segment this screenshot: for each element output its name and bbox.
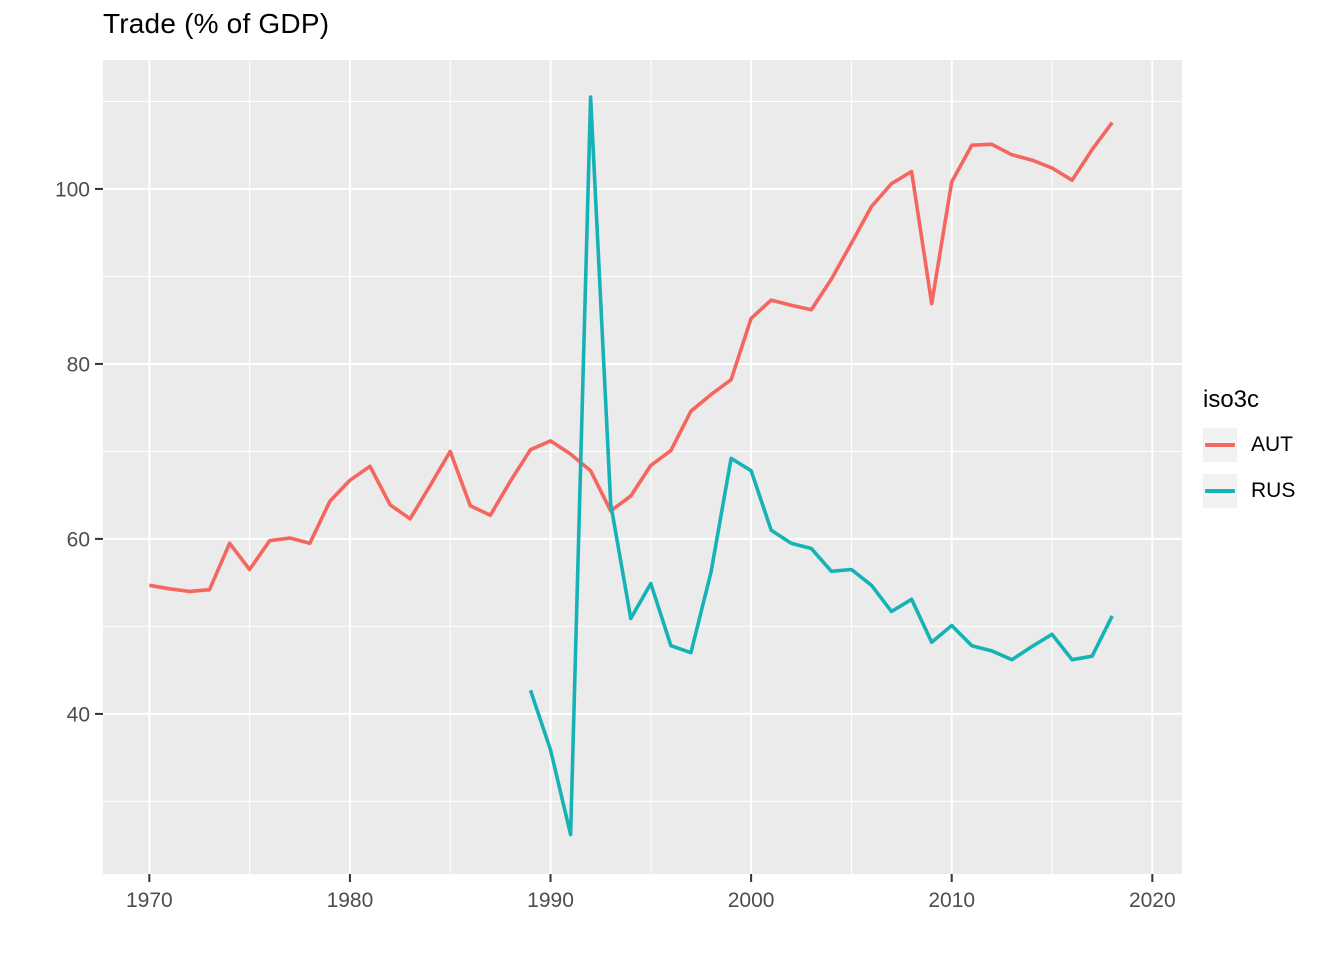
series-line-aut bbox=[148, 121, 1114, 594]
x-axis-tick-label: 1990 bbox=[527, 889, 574, 912]
legend-line-swatch bbox=[1205, 443, 1235, 447]
legend-line-swatch bbox=[1205, 489, 1235, 493]
legend-label-aut: AUT bbox=[1251, 433, 1293, 456]
legend-key-rus bbox=[1203, 474, 1237, 508]
x-axis-tick-label: 1970 bbox=[126, 889, 173, 912]
chart-title: Trade (% of GDP) bbox=[103, 8, 330, 39]
legend-title: iso3c bbox=[1203, 386, 1260, 413]
y-axis-tick-label: 60 bbox=[67, 528, 90, 551]
legend-item-rus: RUS bbox=[1203, 474, 1295, 508]
series-line-rus bbox=[528, 95, 1114, 837]
y-axis-tick-label: 40 bbox=[67, 703, 90, 726]
legend-items: AUT RUS bbox=[1203, 428, 1295, 508]
legend-item-aut: AUT bbox=[1203, 428, 1295, 462]
y-axis-tick-label: 80 bbox=[67, 353, 90, 376]
plot-panel bbox=[103, 60, 1182, 874]
legend-key-aut bbox=[1203, 428, 1237, 462]
x-axis-tick-label: 2010 bbox=[928, 889, 975, 912]
x-axis-tick-label: 2000 bbox=[728, 889, 775, 912]
x-axis-tick-label: 2020 bbox=[1129, 889, 1176, 912]
y-axis-tick-label: 100 bbox=[55, 178, 90, 201]
legend-label-rus: RUS bbox=[1251, 479, 1296, 502]
x-axis-tick-label: 1980 bbox=[327, 889, 374, 912]
legend: iso3c AUT RUS bbox=[1203, 386, 1295, 520]
